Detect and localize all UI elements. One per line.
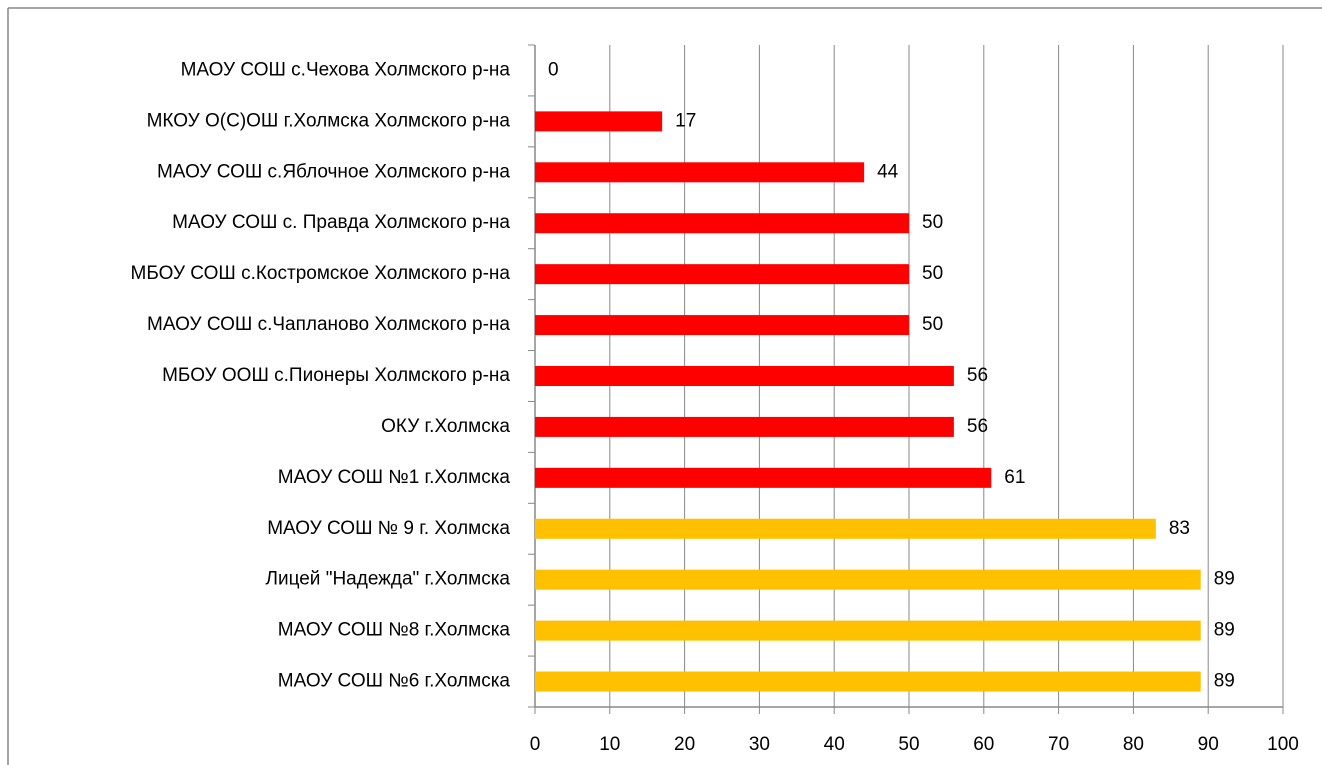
data-label: 89 [1214, 671, 1235, 692]
data-label: 61 [1004, 467, 1025, 488]
bar [535, 416, 954, 437]
bar [535, 518, 1156, 539]
data-label: 17 [675, 110, 696, 131]
y-tick-label: МАОУ СОШ с.Чехова Холмского р-на [181, 59, 511, 80]
x-tick-label: 20 [674, 734, 695, 755]
bar [535, 315, 909, 336]
x-tick-label: 10 [599, 734, 620, 755]
x-tick-label: 0 [530, 734, 541, 755]
bar [535, 671, 1201, 692]
y-tick-label: МКОУ О(С)ОШ г.Холмска Холмского р-на [147, 110, 511, 131]
y-tick-label: МАОУ СОШ №8 г.Холмска [278, 620, 511, 641]
y-tick-label: ОКУ г.Холмска [381, 416, 510, 437]
x-tick-label: 50 [898, 734, 919, 755]
data-label: 56 [967, 416, 988, 437]
x-tick-label: 70 [1048, 734, 1069, 755]
data-label: 89 [1214, 569, 1235, 590]
x-tick-label: 80 [1123, 734, 1144, 755]
data-label: 50 [922, 314, 943, 335]
y-tick-label: МБОУ СОШ с.Костромское Холмского р-на [131, 263, 511, 284]
x-tick-label: 40 [824, 734, 845, 755]
y-tick-label: МАОУ СОШ №1 г.Холмска [278, 467, 511, 488]
bar [535, 569, 1201, 590]
y-tick-label: МАОУ СОШ № 9 г. Холмска [267, 518, 510, 539]
bar [535, 467, 992, 488]
bar [535, 620, 1201, 641]
x-tick-label: 90 [1198, 734, 1219, 755]
x-tick-label: 60 [973, 734, 994, 755]
data-label: 83 [1169, 518, 1190, 539]
data-label: 56 [967, 365, 988, 386]
x-tick-label: 30 [749, 734, 770, 755]
y-tick-label: Лицей "Надежда" г.Холмска [265, 569, 510, 590]
bar [535, 213, 909, 234]
x-tick-label: 100 [1267, 734, 1299, 755]
data-label: 50 [922, 212, 943, 233]
y-tick-label: МБОУ ООШ с.Пионеры Холмского р-на [162, 365, 510, 386]
data-label: 89 [1214, 620, 1235, 641]
data-label: 0 [548, 59, 559, 80]
data-label: 44 [877, 161, 899, 182]
bar [535, 162, 865, 183]
y-tick-label: МАОУ СОШ с. Правда Холмского р-на [172, 212, 510, 233]
y-tick-label: МАОУ СОШ №6 г.Холмска [278, 671, 511, 692]
bar [535, 111, 663, 132]
bar [535, 264, 909, 285]
bar [535, 366, 954, 386]
data-label: 50 [922, 263, 943, 284]
y-tick-label: МАОУ СОШ с.Чапланово Холмского р-на [147, 314, 510, 335]
y-tick-label: МАОУ СОШ с.Яблочное Холмского р-на [157, 161, 510, 182]
